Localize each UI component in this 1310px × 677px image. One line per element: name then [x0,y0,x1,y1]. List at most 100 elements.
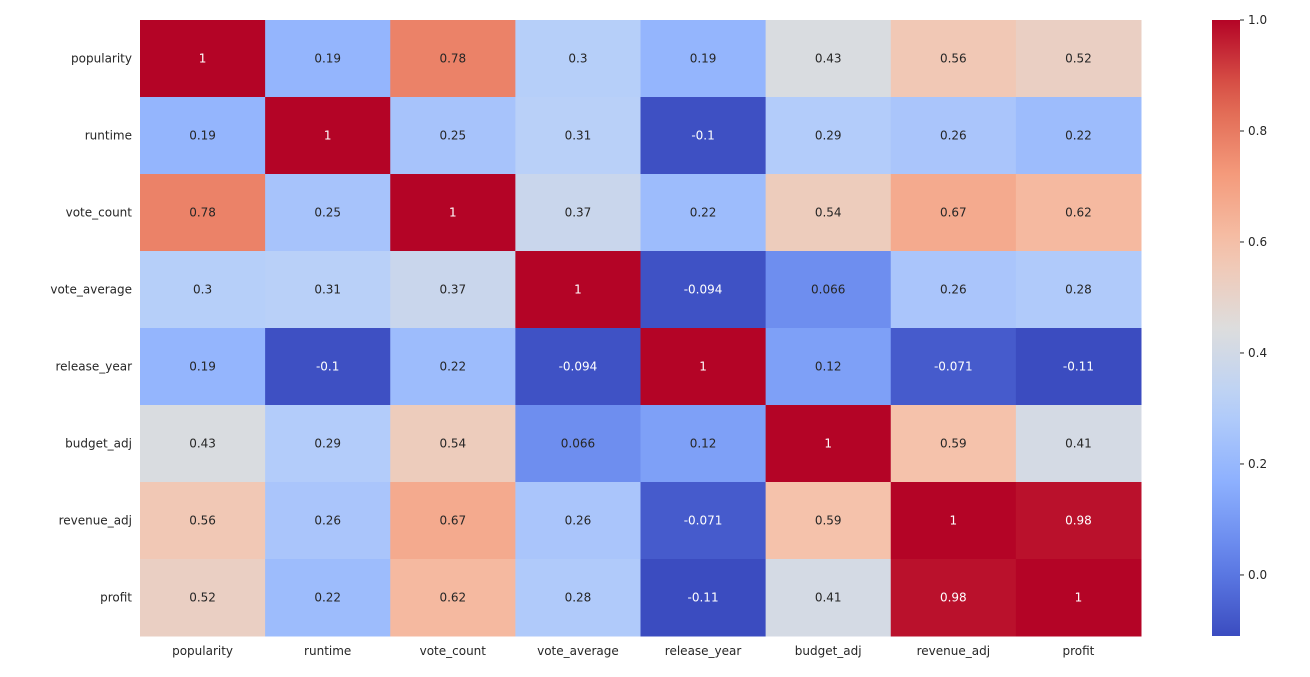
heatmap-cell-label: 0.25 [439,129,466,143]
heatmap-cell [765,328,892,406]
colorbar-ticks: 0.0 0.2 0.4 0.6 0.8 1.0 [1240,13,1267,582]
heatmap-cell-label: 0.78 [189,206,216,220]
heatmap-cell [265,482,391,560]
heatmap-cell-label: 0.37 [565,206,592,220]
heatmap-cell-labels: 1 0.19 0.78 0.3 0.19 0.43 0.56 0.52 0.19 1 0.25 0.3… [189,52,1094,605]
heatmap-cell-label: 0.29 [314,437,341,451]
y-tick-labels: popularity runtime vote_count vote_averager… [50,52,132,605]
colorbar-tick-label: 0.6 [1248,235,1267,249]
heatmap-cell [265,20,391,98]
heatmap-cell [890,405,1017,483]
heatmap-cell-label: 1 [1075,591,1083,605]
heatmap-cell [140,174,266,252]
heatmap-cell-label: -0.071 [684,514,723,528]
heatmap-cell-label: 0.28 [565,591,592,605]
heatmap-cell [140,328,266,406]
x-tick-label: profit [1062,644,1094,658]
heatmap-cell-label: 0.26 [314,514,341,528]
heatmap-cell [1015,559,1142,637]
heatmap-cell-label: 0.98 [940,591,967,605]
colorbar-tick-label: 0.8 [1248,124,1267,138]
heatmap-cell-label: 0.59 [815,514,842,528]
heatmap-cell [640,328,767,406]
heatmap-cell-label: 1 [324,129,332,143]
heatmap-cell-label: 0.31 [565,129,592,143]
heatmap-cell [1015,405,1142,483]
heatmap-cell [140,20,266,98]
y-tick-label: popularity [71,52,132,66]
heatmap-cell [640,251,767,329]
heatmap-cell [390,328,516,406]
heatmap-cell [265,251,391,329]
x-tick-label: vote_count [420,644,487,658]
heatmap-cell-label: -0.11 [1063,360,1094,374]
heatmap-cell-label: 1 [199,52,207,66]
heatmap-cell-label: 0.066 [811,283,845,297]
x-tick-label: popularity [172,644,233,658]
heatmap-cell-label: 0.52 [1065,52,1092,66]
heatmap-cell-label: 0.19 [189,360,216,374]
colorbar-tick-label: 0.4 [1248,346,1267,360]
heatmap-cell-label: 0.19 [314,52,341,66]
x-tick-label: budget_adj [795,644,862,658]
heatmap-cell [265,559,391,637]
x-tick-label: runtime [304,644,351,658]
y-tick-label: release_year [55,360,132,374]
heatmap-cell [640,482,767,560]
heatmap-cell [265,328,391,406]
x-tick-label: vote_average [537,644,619,658]
heatmap-cell-label: 0.41 [1065,437,1092,451]
heatmap-cell [1015,328,1142,406]
heatmap-cell-label: 0.54 [815,206,842,220]
x-tick-label: release_year [665,644,742,658]
y-tick-label: vote_count [66,206,133,220]
heatmap-cell-label: 0.12 [690,437,717,451]
heatmap-cell [515,174,641,252]
heatmap-cell [1015,174,1142,252]
heatmap-cell [765,482,892,560]
y-tick-label: revenue_adj [59,514,132,528]
heatmap-cell [765,559,892,637]
heatmap-cell [890,559,1017,637]
y-tick-label: budget_adj [65,437,132,451]
heatmap-cell-label: 0.67 [940,206,967,220]
heatmap-cell-label: 0.22 [439,360,466,374]
heatmap-cell [140,559,266,637]
heatmap-cell-label: 1 [574,283,582,297]
heatmap-cell-label: 0.98 [1065,514,1092,528]
heatmap-cell [515,97,641,175]
heatmap-cell [515,20,641,98]
heatmap-cell [515,405,641,483]
heatmap-cell-label: 0.3 [568,52,587,66]
heatmap-cell-label: 0.78 [439,52,466,66]
heatmap-cell-label: 0.25 [314,206,341,220]
x-tick-labels: popularity runtime vote_count vote_average r… [172,644,1095,658]
y-tick-label: profit [100,591,132,605]
heatmap-cell-label: 0.066 [561,437,595,451]
y-tick-label: runtime [85,129,132,143]
colorbar-tick-label: 0.2 [1248,457,1267,471]
heatmap-cell-label: 0.12 [815,360,842,374]
heatmap-cell [265,174,391,252]
heatmap-cell [1015,251,1142,329]
heatmap-cell-label: 0.31 [314,283,341,297]
heatmap-cell [640,174,767,252]
heatmap-cell [765,405,892,483]
heatmap-cell-label: 0.37 [439,283,466,297]
heatmap-cell [1015,97,1142,175]
heatmap-cell [640,97,767,175]
heatmap-cell [890,174,1017,252]
heatmap-cell [140,405,266,483]
heatmap-cell-label: 0.41 [815,591,842,605]
heatmap-cell [140,482,266,560]
heatmap-cell-label: -0.1 [691,129,714,143]
heatmap-cell-label: 0.28 [1065,283,1092,297]
heatmap-cell-label: 1 [949,514,957,528]
heatmap-cell-label: 1 [699,360,707,374]
heatmap-cell [640,20,767,98]
heatmap-cell [515,328,641,406]
heatmap-cell [640,405,767,483]
x-tick-label: revenue_adj [917,644,990,658]
heatmap-cell-label: -0.094 [684,283,723,297]
